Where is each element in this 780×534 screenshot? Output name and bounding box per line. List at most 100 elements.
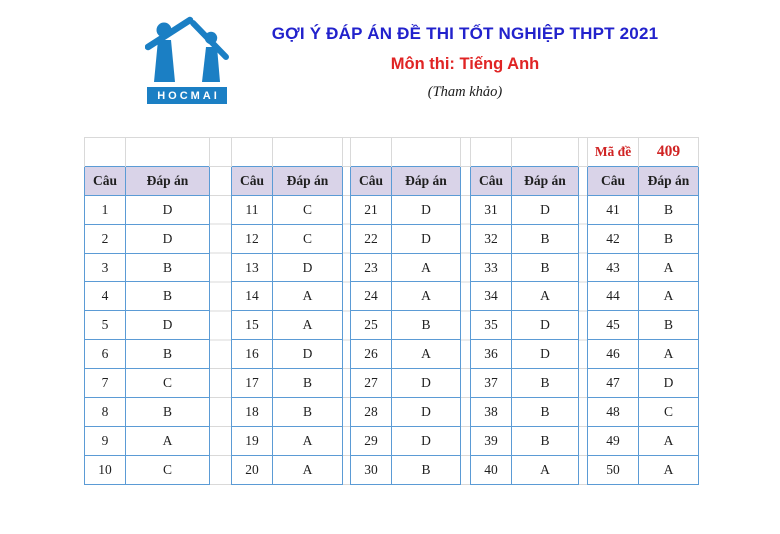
answer-letter: D (391, 194, 461, 225)
answer-letter: C (125, 454, 210, 485)
answer-letter: D (511, 310, 579, 341)
question-number: 10 (84, 454, 126, 485)
question-number: 12 (231, 223, 273, 254)
question-number: 48 (587, 397, 639, 427)
empty-cell (470, 137, 512, 167)
question-number: 50 (587, 454, 639, 485)
answer-row: 40 A (470, 454, 579, 485)
answer-letter: C (638, 397, 699, 427)
answer-row: 30 B (350, 454, 461, 485)
answer-group-5: Mã đề 409 Câu Đáp án 41 B 42 B 43 A 44 A 45 B 46 A 47 D 48… (587, 137, 699, 485)
column-gap (579, 137, 587, 485)
answer-row: 22 D (350, 223, 461, 254)
question-number: 16 (231, 339, 273, 370)
heading-block: GỢI Ý ĐÁP ÁN ĐỀ THI TỐT NGHIỆP THPT 2021… (230, 24, 700, 101)
answer-row: 34 A (470, 281, 579, 312)
question-number: 6 (84, 339, 126, 370)
answer-letter: A (638, 454, 699, 485)
answer-letter: B (511, 252, 579, 283)
question-number: 28 (350, 397, 392, 427)
question-number: 5 (84, 310, 126, 341)
question-number: 21 (350, 194, 392, 225)
empty-cell (231, 137, 273, 167)
answer-letter: B (125, 252, 210, 283)
answer-group-3: Câu Đáp án 21 D 22 D 23 A 24 A 25 B 26 A 27 D 28 D 29 D 30 B (350, 137, 461, 485)
question-number: 11 (231, 194, 273, 225)
question-column-header: Câu (587, 165, 639, 196)
answer-row: 44 A (587, 281, 699, 312)
answer-letter: A (391, 281, 461, 312)
question-number: 37 (470, 368, 512, 399)
question-column-header: Câu (470, 165, 512, 196)
answer-letter: B (391, 310, 461, 341)
empty-cell (511, 137, 579, 167)
answer-letter: B (125, 339, 210, 370)
hocmai-people-icon (145, 16, 229, 82)
question-number: 2 (84, 223, 126, 254)
answer-row: 33 B (470, 252, 579, 283)
question-number: 20 (231, 454, 273, 485)
answer-column-header: Đáp án (511, 165, 579, 196)
answer-row: 46 A (587, 339, 699, 370)
answer-row: 24 A (350, 281, 461, 312)
answer-letter: B (391, 454, 461, 485)
question-number: 8 (84, 397, 126, 427)
answer-letter: D (391, 425, 461, 456)
answer-letter: B (125, 397, 210, 427)
reference-note: (Tham khảo) (427, 84, 503, 100)
answer-row: 35 D (470, 310, 579, 341)
exam-code-value: 409 (638, 137, 699, 167)
answer-letter: A (511, 454, 579, 485)
answer-row: 29 D (350, 425, 461, 456)
question-number: 1 (84, 194, 126, 225)
answer-row: 10 C (84, 454, 210, 485)
question-number: 13 (231, 252, 273, 283)
answer-letter: A (391, 339, 461, 370)
answer-row: 16 D (231, 339, 343, 370)
question-number: 24 (350, 281, 392, 312)
answer-table: Câu Đáp án 1 D 2 D 3 B 4 B 5 D 6 B 7 C 8 B 9 A 10 C Câu Đáp án 1… (84, 137, 699, 485)
answer-letter: C (125, 368, 210, 399)
answer-column-header: Đáp án (272, 165, 343, 196)
question-number: 47 (587, 368, 639, 399)
answer-column-header: Đáp án (125, 165, 210, 196)
answer-row: 27 D (350, 368, 461, 399)
question-number: 34 (470, 281, 512, 312)
question-number: 46 (587, 339, 639, 370)
answer-row: 26 A (350, 339, 461, 370)
answer-row: 36 D (470, 339, 579, 370)
answer-row: 31 D (470, 194, 579, 225)
answer-letter: D (391, 397, 461, 427)
question-number: 43 (587, 252, 639, 283)
question-number: 15 (231, 310, 273, 341)
question-number: 14 (231, 281, 273, 312)
answer-row: 49 A (587, 425, 699, 456)
answer-group-1: Câu Đáp án 1 D 2 D 3 B 4 B 5 D 6 B 7 C 8 B 9 A 10 C (84, 137, 210, 485)
subject-title: Môn thi: Tiếng Anh (390, 55, 540, 73)
empty-cell (391, 137, 461, 167)
answer-letter: A (638, 339, 699, 370)
answer-row: 18 B (231, 397, 343, 427)
answer-letter: B (511, 368, 579, 399)
question-number: 39 (470, 425, 512, 456)
answer-column-header: Đáp án (638, 165, 699, 196)
answer-group-2: Câu Đáp án 11 C 12 C 13 D 14 A 15 A 16 D 17 B 18 B 19 A 20 A (231, 137, 343, 485)
answer-letter: D (125, 194, 210, 225)
column-gap (210, 137, 231, 485)
answer-letter: B (272, 397, 343, 427)
answer-row: 11 C (231, 194, 343, 225)
answer-letter: A (638, 281, 699, 312)
logo-wordmark: HOCMAI (147, 87, 227, 104)
question-number: 4 (84, 281, 126, 312)
answer-letter: D (272, 339, 343, 370)
answer-letter: D (511, 339, 579, 370)
answer-row: 48 C (587, 397, 699, 427)
question-number: 25 (350, 310, 392, 341)
answer-letter: C (272, 194, 343, 225)
